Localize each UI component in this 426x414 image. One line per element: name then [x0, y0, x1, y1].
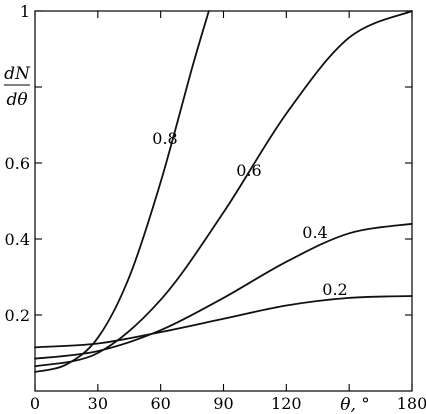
- curve-label-0.4: 0.4: [302, 223, 327, 242]
- x-axis-ticks: 0 30 60 90 120 180: [30, 11, 426, 413]
- y-axis-label: dN dθ: [4, 64, 31, 110]
- x-tick-label-30: 30: [88, 394, 108, 413]
- x-axis-label: θ, °: [340, 395, 370, 414]
- plot-frame: [34, 10, 413, 392]
- y-axis-label-denominator: dθ: [6, 90, 27, 110]
- y-tick-label-1: 1: [20, 2, 30, 21]
- curve-label-0.6: 0.6: [236, 161, 261, 180]
- curve-label-0.8: 0.8: [152, 129, 177, 148]
- x-tick-label-90: 90: [213, 394, 233, 413]
- curve-0.8: [34, 10, 210, 373]
- y-tick-label-0.2: 0.2: [5, 306, 30, 325]
- curve-0.6: [34, 10, 413, 368]
- x-tick-label-0: 0: [30, 394, 40, 413]
- x-tick-label-60: 60: [150, 394, 170, 413]
- curve-0.2: [34, 295, 413, 349]
- y-axis-label-numerator: dN: [4, 64, 31, 84]
- curves: [34, 10, 413, 373]
- y-axis-ticks: 0.2 0.4 0.6 1: [5, 2, 412, 325]
- curve-label-0.2: 0.2: [322, 280, 347, 299]
- x-tick-label-180: 180: [397, 394, 426, 413]
- curve-0.4: [34, 222, 413, 360]
- x-tick-label-120: 120: [271, 394, 302, 413]
- y-tick-label-0.6: 0.6: [5, 154, 30, 173]
- curve-labels: 0.2 0.4 0.6 0.8: [152, 129, 347, 299]
- y-tick-label-0.4: 0.4: [5, 230, 30, 249]
